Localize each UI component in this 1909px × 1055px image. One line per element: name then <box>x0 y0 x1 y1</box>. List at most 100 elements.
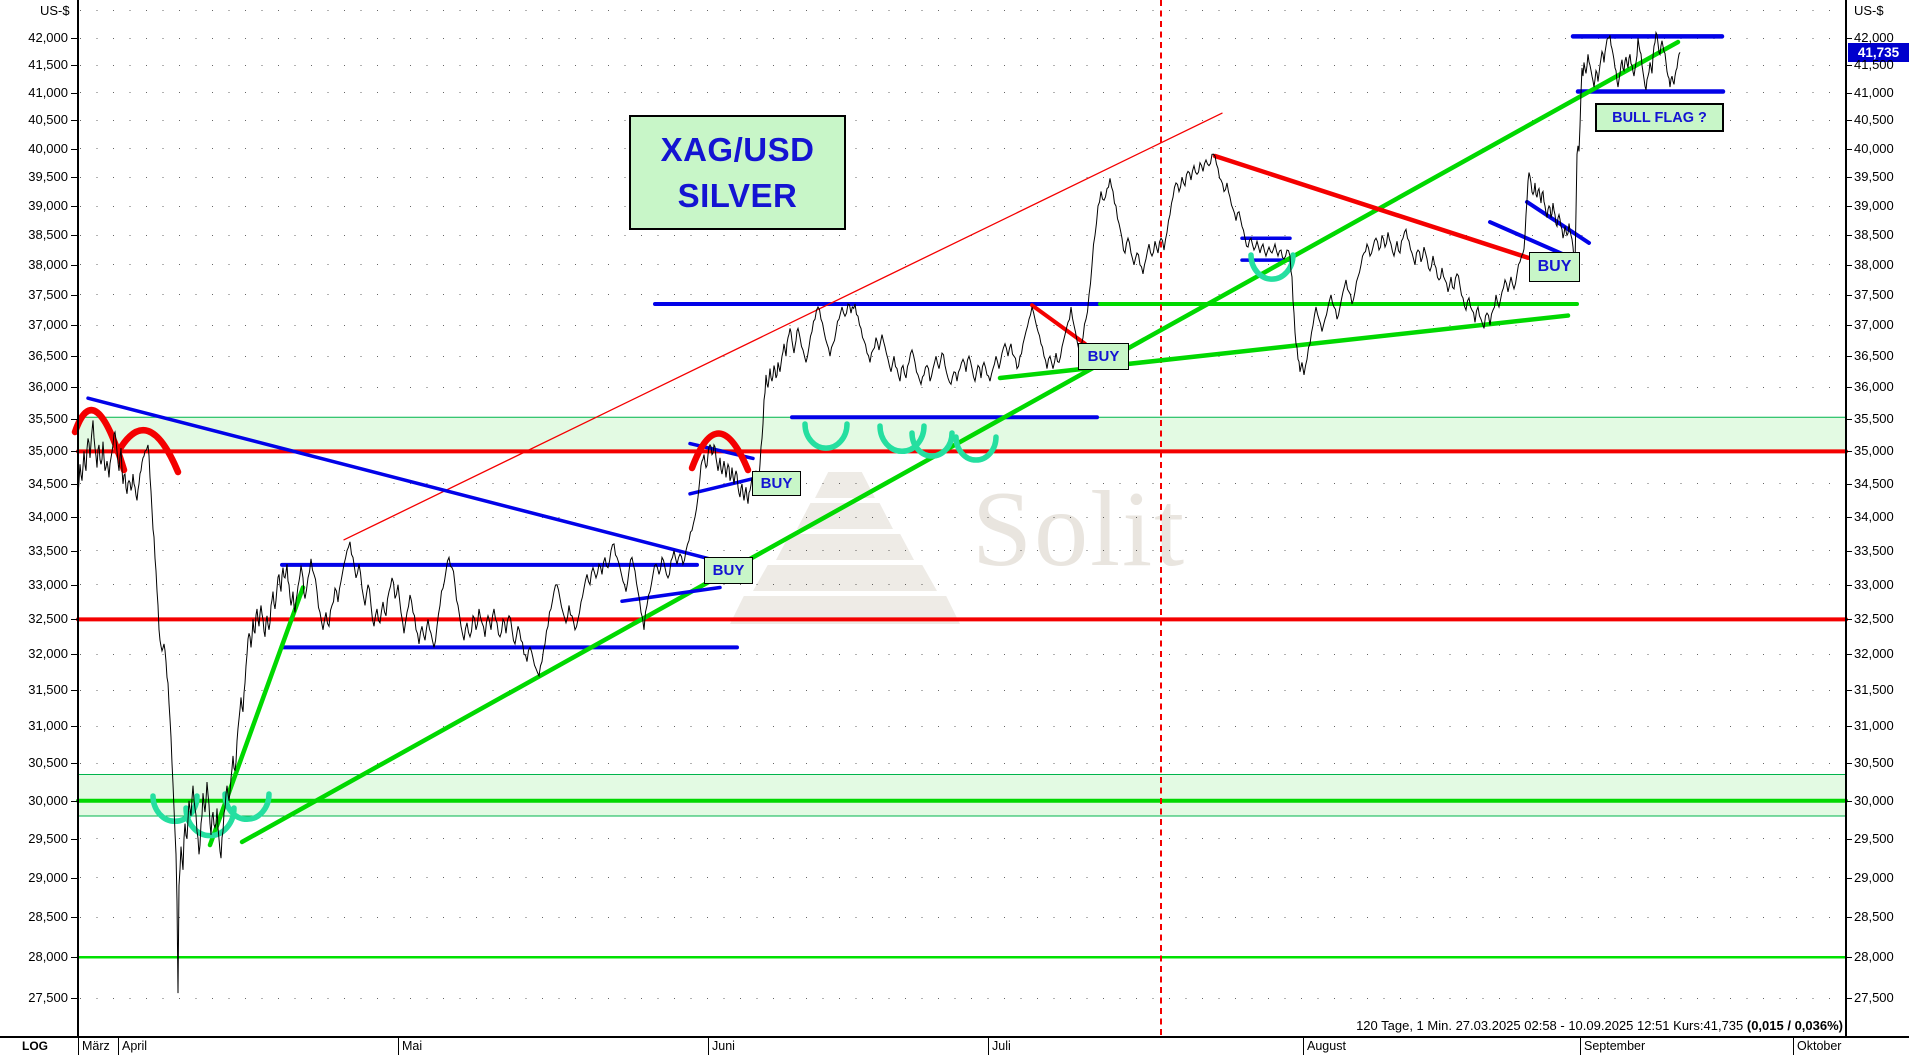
status-range-text: 120 Tage, 1 Min. 27.03.2025 02:58 - 10.0… <box>1356 1018 1747 1033</box>
price-axis-tick <box>71 177 78 179</box>
price-axis-tick <box>1845 92 1852 94</box>
grid-dot-row <box>80 997 1844 999</box>
instrument-symbol: XAG/USD <box>660 130 815 168</box>
price-axis-label-left: 31,000 <box>28 718 68 734</box>
month-label: Oktober <box>1797 1039 1842 1053</box>
log-scale-indicator[interactable]: LOG <box>22 1039 48 1053</box>
grid-dot-row <box>80 264 1844 266</box>
price-axis-tick <box>1845 264 1852 266</box>
grid-dot-row <box>80 92 1844 94</box>
price-axis-label-right: 42,000 <box>1854 30 1894 45</box>
price-axis-tick <box>1845 235 1852 237</box>
price-axis-tick <box>71 38 78 39</box>
month-tick <box>1303 1036 1304 1055</box>
buy-september: BUY <box>1529 252 1580 282</box>
sep-flag-top <box>1525 199 1591 245</box>
month-tick <box>78 1036 79 1055</box>
month-label: Juni <box>712 1039 735 1053</box>
price-axis-label-right: 41,000 <box>1854 84 1894 100</box>
price-axis-label-right: 31,500 <box>1854 682 1894 698</box>
price-axis-label-left: 36,500 <box>28 348 68 364</box>
month-label: Mai <box>402 1039 423 1053</box>
price-axis-label-left: 39,500 <box>28 169 68 185</box>
grid-dot-row <box>80 877 1844 879</box>
month-label: April <box>122 1039 148 1053</box>
grid-dot-row <box>80 689 1844 691</box>
price-axis-label-left: 39,000 <box>28 198 68 213</box>
price-axis-label-right: 27,500 <box>1854 990 1894 1006</box>
price-axis-tick <box>71 206 78 207</box>
price-axis-label-right: 30,500 <box>1854 755 1894 771</box>
price-axis-tick <box>71 356 78 358</box>
price-axis-tick <box>1845 877 1852 879</box>
grid-dot-row <box>80 148 1844 150</box>
price-line <box>77 30 1681 994</box>
month-label: September <box>1584 1039 1646 1053</box>
price-axis-tick <box>71 619 78 621</box>
price-axis-label-left: 34,500 <box>28 475 68 491</box>
price-axis-label-left: 28,500 <box>28 909 68 925</box>
price-axis-label-right: 29,500 <box>1854 830 1894 846</box>
price-axis-label-left: 42,000 <box>28 30 68 45</box>
price-axis-label-left: 40,500 <box>28 112 68 128</box>
price-axis-label-right: 41,500 <box>1854 57 1894 73</box>
month-label: März <box>82 1039 110 1053</box>
price-axis-label-left: 36,000 <box>28 379 68 395</box>
price-axis-tick <box>1845 619 1852 621</box>
price-axis-label-left: 29,500 <box>28 830 68 846</box>
status-change-text: (0,015 / 0,036%) <box>1746 1018 1843 1033</box>
grid-dot-row <box>80 916 1844 918</box>
price-axis-label-left: 32,000 <box>28 646 68 662</box>
grid-dot-row <box>80 838 1844 840</box>
price-axis-label-left: 37,500 <box>28 286 68 302</box>
currency-label-left: US-$ <box>40 3 70 18</box>
price-axis-tick <box>1845 584 1852 586</box>
month-label: August <box>1307 1039 1346 1053</box>
support-cup <box>222 791 272 822</box>
price-axis-label-left: 31,500 <box>28 682 68 698</box>
price-axis-tick <box>1845 356 1852 358</box>
price-axis-tick <box>71 517 78 519</box>
grid-dot-row <box>80 294 1844 296</box>
price-axis-tick <box>71 148 78 150</box>
x-axis-bottom <box>0 1036 1909 1038</box>
price-axis-tick <box>1845 517 1852 519</box>
chart-status-line: 120 Tage, 1 Min. 27.03.2025 02:58 - 10.0… <box>1356 1018 1843 1033</box>
price-axis-label-left: 28,000 <box>28 949 68 965</box>
price-axis-tick <box>71 800 78 802</box>
price-axis-label-left: 34,000 <box>28 509 68 525</box>
support-cup <box>877 423 927 454</box>
price-axis-label-left: 38,000 <box>28 256 68 272</box>
price-axis-tick <box>1845 763 1852 765</box>
price-axis-tick <box>1845 206 1852 207</box>
support-cup <box>909 430 955 459</box>
month-tick <box>1580 1036 1581 1055</box>
price-axis-tick <box>71 483 78 485</box>
price-axis-label-right: 39,000 <box>1854 198 1894 213</box>
price-axis-label-right: 31,000 <box>1854 718 1894 734</box>
main-uptrend <box>239 39 1681 845</box>
price-axis-tick <box>71 584 78 586</box>
price-axis-label-left: 35,000 <box>28 443 68 459</box>
grid-dot-row <box>80 176 1844 178</box>
month-tick <box>398 1036 399 1055</box>
grid-dot-row <box>80 516 1844 518</box>
grid-dot-row <box>80 9 1844 11</box>
price-axis-tick <box>1845 38 1852 39</box>
price-axis-tick <box>1845 419 1852 421</box>
price-axis-label-right: 40,500 <box>1854 112 1894 128</box>
price-axis-label-right: 37,500 <box>1854 286 1894 302</box>
price-axis-tick <box>1845 838 1852 840</box>
price-axis-tick <box>71 325 78 327</box>
instrument-title-box: XAG/USD SILVER <box>629 115 846 230</box>
price-axis-label-left: 29,000 <box>28 869 68 885</box>
price-axis-label-right: 29,000 <box>1854 869 1894 885</box>
price-axis-tick <box>1845 690 1852 692</box>
support-cup <box>802 421 850 451</box>
price-axis-tick <box>71 838 78 840</box>
price-axis-label-left: 35,500 <box>28 411 68 427</box>
price-axis-label-left: 37,000 <box>28 317 68 333</box>
price-axis-label-right: 36,000 <box>1854 379 1894 395</box>
price-axis-tick <box>71 294 78 296</box>
price-axis-tick <box>71 419 78 421</box>
